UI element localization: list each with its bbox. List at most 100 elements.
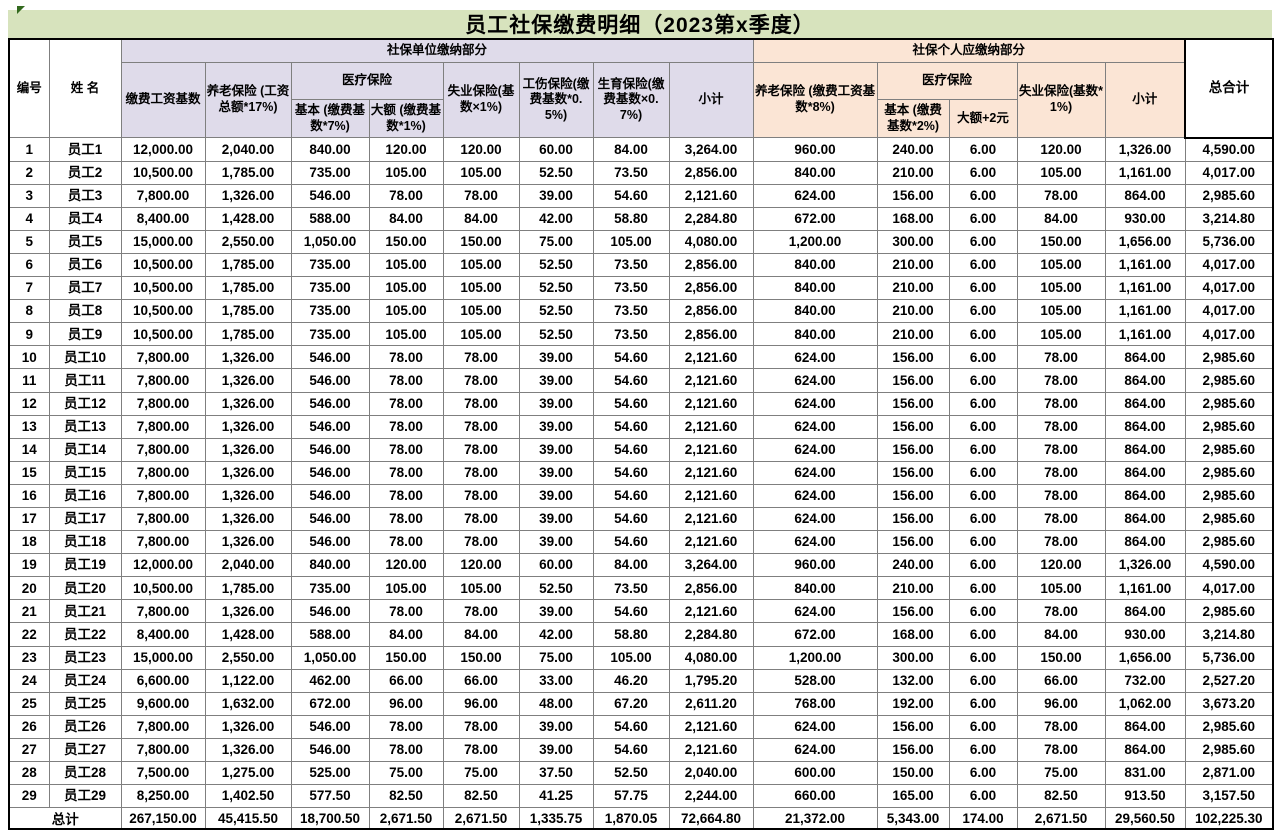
amount-cell[interactable]: 12,000.00 (120, 553, 206, 578)
amount-cell[interactable]: 75.00 (518, 229, 594, 254)
amount-cell[interactable]: 78.00 (1016, 391, 1106, 416)
amount-cell[interactable]: 6.00 (948, 391, 1018, 416)
amount-cell[interactable]: 2,121.60 (668, 391, 754, 416)
row-no-cell[interactable]: 3 (8, 183, 50, 208)
amount-cell[interactable]: 105.00 (442, 576, 520, 601)
amount-cell[interactable]: 78.00 (368, 483, 444, 509)
amount-cell[interactable]: 156.00 (876, 391, 950, 416)
amount-cell[interactable]: 1,161.00 (1104, 322, 1186, 347)
row-no-cell[interactable]: 22 (8, 622, 50, 647)
row-no-cell[interactable]: 4 (8, 206, 50, 231)
amount-cell[interactable]: 78.00 (442, 183, 520, 208)
amount-cell[interactable]: 5,736.00 (1184, 645, 1274, 670)
amount-cell[interactable]: 525.00 (290, 761, 370, 786)
amount-cell[interactable]: 624.00 (752, 368, 878, 393)
amount-cell[interactable]: 6.00 (948, 183, 1018, 208)
amount-cell[interactable]: 67.20 (592, 691, 670, 716)
amount-cell[interactable]: 546.00 (290, 506, 370, 532)
amount-cell[interactable]: 15,000.00 (120, 645, 206, 670)
amount-cell[interactable]: 3,264.00 (668, 137, 754, 162)
amount-cell[interactable]: 6.00 (948, 691, 1018, 716)
amount-cell[interactable]: 1,656.00 (1104, 645, 1186, 670)
amount-cell[interactable]: 864.00 (1104, 368, 1186, 393)
amount-cell[interactable]: 6.00 (948, 737, 1018, 763)
amount-cell[interactable]: 4,590.00 (1184, 137, 1274, 162)
amount-cell[interactable]: 840.00 (290, 553, 370, 578)
amount-cell[interactable]: 624.00 (752, 530, 878, 555)
row-no-cell[interactable]: 18 (8, 530, 50, 555)
amount-cell[interactable]: 10,500.00 (120, 276, 206, 301)
amount-cell[interactable]: 4,590.00 (1184, 553, 1274, 578)
amount-cell[interactable]: 7,800.00 (120, 460, 206, 485)
amount-cell[interactable]: 39.00 (518, 391, 594, 416)
amount-cell[interactable]: 2,121.60 (668, 530, 754, 555)
amount-cell[interactable]: 6.00 (948, 761, 1018, 786)
amount-cell[interactable]: 78.00 (442, 437, 520, 462)
amount-cell[interactable]: 168.00 (876, 622, 950, 647)
amount-cell[interactable]: 660.00 (752, 784, 878, 809)
employee-name-cell[interactable]: 员工19 (48, 553, 122, 578)
amount-cell[interactable]: 1,161.00 (1104, 160, 1186, 185)
amount-cell[interactable]: 7,800.00 (120, 437, 206, 462)
amount-cell[interactable]: 60.00 (518, 553, 594, 578)
amount-cell[interactable]: 39.00 (518, 183, 594, 208)
amount-cell[interactable]: 78.00 (442, 414, 520, 439)
amount-cell[interactable]: 6.00 (948, 622, 1018, 647)
amount-cell[interactable]: 57.75 (592, 784, 670, 809)
col-header-personal-subtotal[interactable]: 小计 (1104, 62, 1186, 138)
amount-cell[interactable]: 105.00 (1016, 252, 1106, 278)
amount-cell[interactable]: 120.00 (442, 137, 520, 162)
amount-cell[interactable]: 2,985.60 (1184, 483, 1274, 509)
amount-cell[interactable]: 1,785.00 (204, 252, 292, 278)
row-no-cell[interactable]: 23 (8, 645, 50, 670)
amount-cell[interactable]: 84.00 (442, 206, 520, 231)
amount-cell[interactable]: 84.00 (368, 622, 444, 647)
amount-cell[interactable]: 6.00 (948, 229, 1018, 254)
amount-cell[interactable]: 8,250.00 (120, 784, 206, 809)
employee-name-cell[interactable]: 员工18 (48, 530, 122, 555)
amount-cell[interactable]: 150.00 (1016, 229, 1106, 254)
amount-cell[interactable]: 2,871.00 (1184, 761, 1274, 786)
amount-cell[interactable]: 39.00 (518, 460, 594, 485)
amount-cell[interactable]: 2,985.60 (1184, 737, 1274, 763)
amount-cell[interactable]: 156.00 (876, 737, 950, 763)
amount-cell[interactable]: 840.00 (752, 160, 878, 185)
amount-cell[interactable]: 6.00 (948, 137, 1018, 162)
amount-cell[interactable]: 84.00 (442, 622, 520, 647)
amount-cell[interactable]: 6.00 (948, 553, 1018, 578)
amount-cell[interactable]: 2,856.00 (668, 299, 754, 324)
amount-cell[interactable]: 78.00 (1016, 714, 1106, 739)
amount-cell[interactable]: 78.00 (442, 737, 520, 763)
col-header-name[interactable]: 姓 名 (48, 38, 122, 138)
amount-cell[interactable]: 150.00 (1016, 645, 1106, 670)
amount-cell[interactable]: 46.20 (592, 668, 670, 693)
amount-cell[interactable]: 78.00 (442, 714, 520, 739)
amount-cell[interactable]: 78.00 (442, 368, 520, 393)
employee-name-cell[interactable]: 员工7 (48, 276, 122, 301)
employee-name-cell[interactable]: 员工16 (48, 483, 122, 509)
amount-cell[interactable]: 2,611.20 (668, 691, 754, 716)
amount-cell[interactable]: 165.00 (876, 784, 950, 809)
total-amount-cell[interactable]: 2,671.50 (368, 807, 444, 830)
amount-cell[interactable]: 1,785.00 (204, 322, 292, 347)
amount-cell[interactable]: 4,017.00 (1184, 160, 1274, 185)
amount-cell[interactable]: 1,785.00 (204, 299, 292, 324)
amount-cell[interactable]: 210.00 (876, 160, 950, 185)
amount-cell[interactable]: 78.00 (442, 460, 520, 485)
amount-cell[interactable]: 7,800.00 (120, 183, 206, 208)
amount-cell[interactable]: 78.00 (1016, 737, 1106, 763)
amount-cell[interactable]: 588.00 (290, 206, 370, 231)
amount-cell[interactable]: 6.00 (948, 506, 1018, 532)
amount-cell[interactable]: 10,500.00 (120, 299, 206, 324)
amount-cell[interactable]: 78.00 (1016, 345, 1106, 370)
amount-cell[interactable]: 6.00 (948, 206, 1018, 231)
amount-cell[interactable]: 78.00 (1016, 183, 1106, 208)
amount-cell[interactable]: 1,122.00 (204, 668, 292, 693)
amount-cell[interactable]: 1,326.00 (204, 737, 292, 763)
amount-cell[interactable]: 6.00 (948, 345, 1018, 370)
amount-cell[interactable]: 78.00 (368, 368, 444, 393)
amount-cell[interactable]: 156.00 (876, 599, 950, 624)
amount-cell[interactable]: 48.00 (518, 691, 594, 716)
amount-cell[interactable]: 1,062.00 (1104, 691, 1186, 716)
amount-cell[interactable]: 54.60 (592, 183, 670, 208)
